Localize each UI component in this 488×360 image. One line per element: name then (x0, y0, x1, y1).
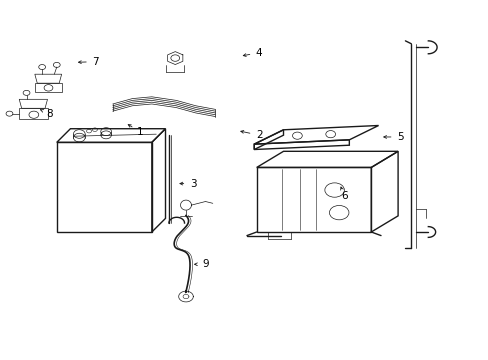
Text: 1: 1 (136, 127, 142, 136)
Text: 2: 2 (255, 130, 262, 140)
Text: 5: 5 (396, 132, 403, 142)
Text: 7: 7 (92, 57, 99, 67)
Text: 4: 4 (255, 48, 262, 58)
Text: 3: 3 (190, 179, 196, 189)
Text: 6: 6 (341, 191, 347, 201)
Text: 8: 8 (46, 109, 53, 119)
Text: 9: 9 (202, 259, 208, 269)
